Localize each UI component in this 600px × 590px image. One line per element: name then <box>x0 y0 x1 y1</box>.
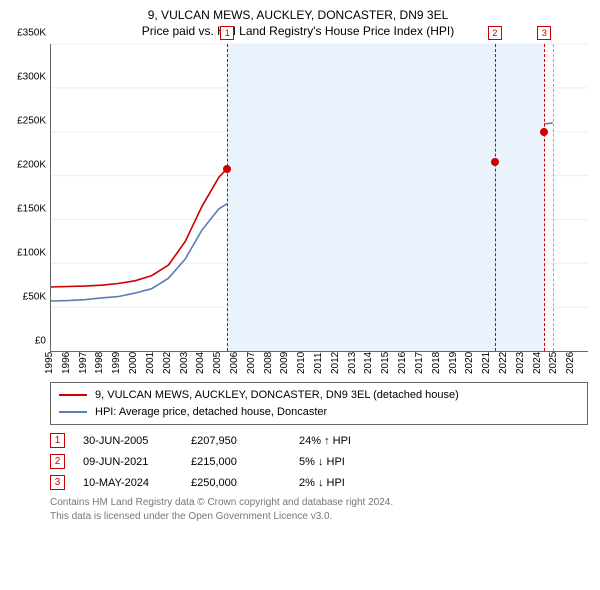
footer-line-2: This data is licensed under the Open Gov… <box>50 510 588 524</box>
y-tick-label: £200K <box>17 160 46 171</box>
transaction-marker: 3 <box>50 475 65 490</box>
x-tick-label: 2006 <box>229 352 240 374</box>
legend-swatch <box>59 394 87 396</box>
transaction-price: £215,000 <box>191 456 281 468</box>
x-tick-label: 1995 <box>44 352 55 374</box>
transaction-marker: 2 <box>50 454 65 469</box>
x-tick-label: 2013 <box>347 352 358 374</box>
page-title: 9, VULCAN MEWS, AUCKLEY, DONCASTER, DN9 … <box>8 8 588 22</box>
footer-line-1: Contains HM Land Registry data © Crown c… <box>50 496 588 510</box>
marker-3: 3 <box>537 26 551 40</box>
transaction-marker: 1 <box>50 433 65 448</box>
x-tick-label: 1998 <box>94 352 105 374</box>
x-tick-label: 2011 <box>313 352 324 374</box>
x-tick-label: 1997 <box>78 352 89 374</box>
transactions-table: 1 30-JUN-2005 £207,950 24% ↑ HPI 2 09-JUN-202… <box>50 433 588 490</box>
x-tick-label: 1999 <box>111 352 122 374</box>
transaction-date: 10-MAY-2024 <box>83 477 173 489</box>
vertical-line <box>553 44 554 351</box>
x-tick-label: 1996 <box>61 352 72 374</box>
transaction-delta: 2% ↓ HPI <box>299 477 389 489</box>
y-tick-label: £300K <box>17 72 46 83</box>
x-tick-label: 2005 <box>212 352 223 374</box>
x-axis: 1995199619971998199920002001200220032004… <box>50 352 588 374</box>
x-tick-label: 2025 <box>548 352 559 374</box>
x-tick-label: 2012 <box>330 352 341 374</box>
x-tick-label: 2001 <box>145 352 156 374</box>
y-axis: £0£50K£100K£150K£200K£250K£300K£350K <box>8 44 48 352</box>
x-tick-label: 2019 <box>448 352 459 374</box>
x-tick-label: 2009 <box>279 352 290 374</box>
x-tick-label: 2004 <box>195 352 206 374</box>
transaction-delta: 5% ↓ HPI <box>299 456 389 468</box>
transaction-price: £250,000 <box>191 477 281 489</box>
legend: 9, VULCAN MEWS, AUCKLEY, DONCASTER, DN9 … <box>50 382 588 425</box>
x-tick-label: 2016 <box>397 352 408 374</box>
y-tick-label: £50K <box>23 292 46 303</box>
highlight-band <box>227 44 544 351</box>
data-point <box>540 128 548 136</box>
legend-item: 9, VULCAN MEWS, AUCKLEY, DONCASTER, DN9 … <box>59 387 579 404</box>
y-tick-label: £350K <box>17 28 46 39</box>
marker-2: 2 <box>488 26 502 40</box>
y-tick-label: £100K <box>17 248 46 259</box>
plot-area: 123 <box>50 44 588 352</box>
x-tick-label: 2023 <box>515 352 526 374</box>
transaction-row: 1 30-JUN-2005 £207,950 24% ↑ HPI <box>50 433 588 448</box>
x-tick-label: 2022 <box>498 352 509 374</box>
x-tick-label: 2020 <box>464 352 475 374</box>
marker-1: 1 <box>220 26 234 40</box>
x-tick-label: 2000 <box>128 352 139 374</box>
x-tick-label: 2002 <box>162 352 173 374</box>
x-tick-label: 2017 <box>414 352 425 374</box>
x-tick-label: 2008 <box>263 352 274 374</box>
chart: £0£50K£100K£150K£200K£250K£300K£350K 123… <box>8 44 588 374</box>
x-tick-label: 2021 <box>481 352 492 374</box>
vertical-line <box>495 44 496 351</box>
transaction-delta: 24% ↑ HPI <box>299 435 389 447</box>
transaction-row: 3 10-MAY-2024 £250,000 2% ↓ HPI <box>50 475 588 490</box>
data-point <box>491 158 499 166</box>
transaction-date: 30-JUN-2005 <box>83 435 173 447</box>
transaction-price: £207,950 <box>191 435 281 447</box>
legend-label: 9, VULCAN MEWS, AUCKLEY, DONCASTER, DN9 … <box>95 387 459 404</box>
y-tick-label: £150K <box>17 204 46 215</box>
legend-label: HPI: Average price, detached house, Donc… <box>95 404 327 421</box>
x-tick-label: 2015 <box>380 352 391 374</box>
x-tick-label: 2014 <box>363 352 374 374</box>
x-tick-label: 2026 <box>565 352 576 374</box>
y-tick-label: £250K <box>17 116 46 127</box>
transaction-row: 2 09-JUN-2021 £215,000 5% ↓ HPI <box>50 454 588 469</box>
x-tick-label: 2018 <box>431 352 442 374</box>
vertical-line <box>544 44 545 351</box>
x-tick-label: 2003 <box>179 352 190 374</box>
x-tick-label: 2007 <box>246 352 257 374</box>
data-point <box>223 165 231 173</box>
vertical-line <box>227 44 228 351</box>
footer: Contains HM Land Registry data © Crown c… <box>50 496 588 523</box>
transaction-date: 09-JUN-2021 <box>83 456 173 468</box>
legend-item: HPI: Average price, detached house, Donc… <box>59 404 579 421</box>
y-tick-label: £0 <box>35 336 46 347</box>
x-tick-label: 2010 <box>296 352 307 374</box>
legend-swatch <box>59 411 87 413</box>
x-tick-label: 2024 <box>532 352 543 374</box>
